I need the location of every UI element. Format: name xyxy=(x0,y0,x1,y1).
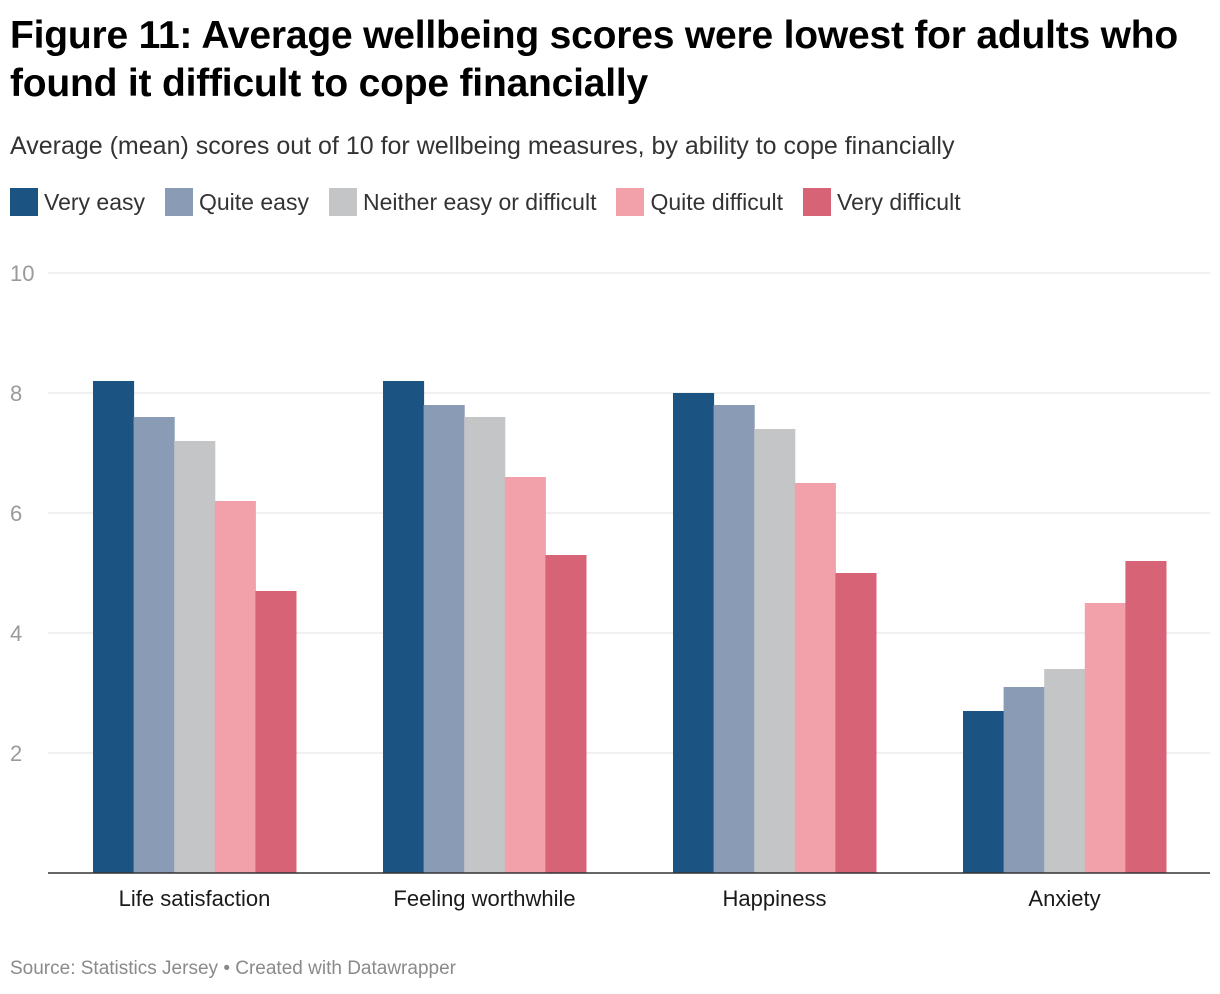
legend-swatch xyxy=(165,188,193,216)
bar xyxy=(1084,603,1126,873)
chart-subtitle: Average (mean) scores out of 10 for well… xyxy=(10,132,955,160)
bar xyxy=(963,711,1005,873)
legend-label: Very difficult xyxy=(837,188,961,215)
legend-label: Quite difficult xyxy=(650,188,783,215)
bar xyxy=(754,429,796,873)
bar xyxy=(383,381,425,873)
bar xyxy=(673,393,715,873)
bar xyxy=(504,477,546,873)
source-separator: • xyxy=(223,958,230,979)
bar xyxy=(545,555,587,873)
x-tick-label: Happiness xyxy=(723,886,827,911)
legend-item: Very difficult xyxy=(803,188,961,216)
y-tick-label: 6 xyxy=(10,501,22,526)
legend-swatch xyxy=(616,188,645,216)
chart-title: Figure 11: Average wellbeing scores were… xyxy=(10,14,1179,105)
legend-swatch xyxy=(10,188,38,216)
legend-item: Very easy xyxy=(10,188,145,216)
bar xyxy=(255,591,297,873)
chart-legend: Very easy Quite easy Neither easy or diffi… xyxy=(10,186,981,218)
bar xyxy=(794,483,836,873)
y-tick-label: 10 xyxy=(10,261,34,286)
legend-label: Very easy xyxy=(44,188,145,215)
x-tick-label: Life satisfaction xyxy=(119,886,271,911)
y-tick-label: 8 xyxy=(10,381,22,406)
legend-item: Neither easy or difficult xyxy=(328,188,597,216)
legend-swatch xyxy=(803,188,831,216)
bar xyxy=(1044,669,1086,873)
bar xyxy=(423,405,465,873)
bar xyxy=(214,501,256,873)
bar xyxy=(174,441,216,873)
y-tick-label: 4 xyxy=(10,621,22,646)
bar xyxy=(835,573,877,873)
bar xyxy=(1125,561,1167,873)
legend-swatch xyxy=(328,188,357,216)
bar xyxy=(464,417,506,873)
source-label: Source: Statistics Jersey xyxy=(10,958,219,979)
legend-label: Neither easy or difficult xyxy=(362,188,597,215)
bar xyxy=(1003,687,1045,873)
x-tick-label: Feeling worthwhile xyxy=(393,886,575,911)
legend-item: Quite easy xyxy=(165,188,309,216)
bar xyxy=(713,405,755,873)
x-tick-label: Anxiety xyxy=(1028,886,1100,911)
legend-item: Quite difficult xyxy=(616,188,783,216)
source-note: Source: Statistics Jersey • Created with… xyxy=(10,958,456,980)
bar xyxy=(133,417,175,873)
created-with-link[interactable]: Created with Datawrapper xyxy=(235,958,456,979)
y-tick-label: 2 xyxy=(10,741,22,766)
legend-label: Quite easy xyxy=(199,188,309,215)
bar-chart: 2 4 6 8 10 Life satisfaction Feeling worthwhil… xyxy=(10,261,1210,911)
bar xyxy=(93,381,135,873)
